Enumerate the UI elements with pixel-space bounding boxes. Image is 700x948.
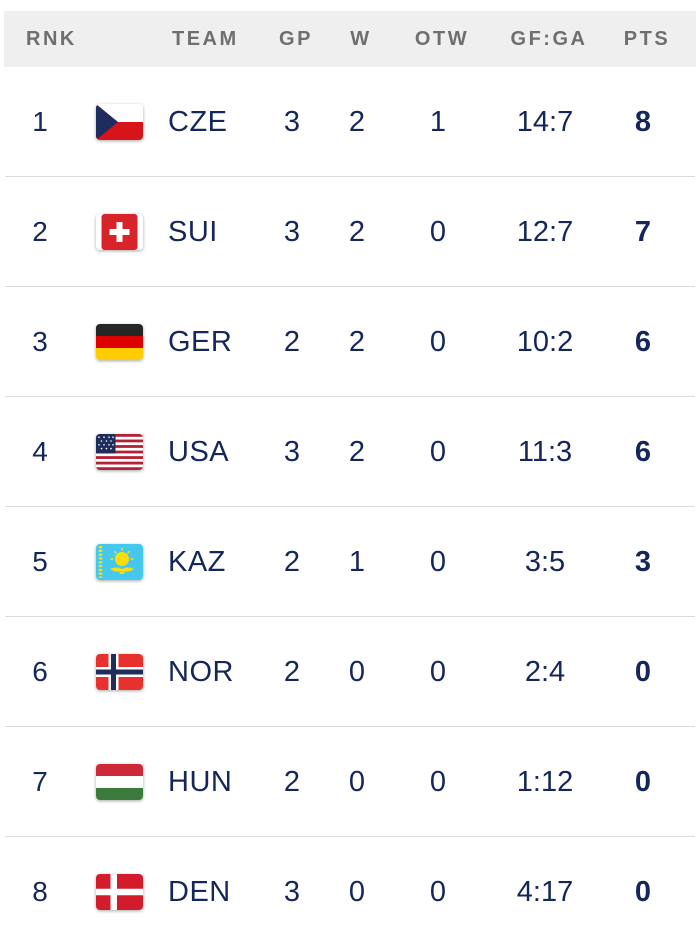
team-code: CZE	[168, 105, 228, 138]
goals-for-against: 14:7	[516, 105, 574, 138]
flag-cell	[80, 434, 158, 470]
team-code: NOR	[168, 655, 234, 688]
points: 0	[634, 765, 652, 798]
standings-header-row: RNK TEAM GP W OTW GF:GA PTS	[4, 11, 696, 67]
goals-for-against: 11:3	[517, 435, 573, 468]
table-row[interactable]: 3 GER 2 2 0 10:2 6	[0, 287, 700, 397]
rank-value: 2	[32, 216, 48, 247]
rank-value: 7	[32, 766, 48, 797]
flag-kaz-icon	[95, 544, 143, 580]
flag-nor-icon	[95, 654, 143, 690]
games-played: 2	[283, 545, 301, 578]
table-row[interactable]: 7 HUN 2 0 0 1:12 0	[0, 727, 700, 837]
points: 6	[634, 325, 652, 358]
table-row[interactable]: 8 DEN 3 0 0 4:17 0	[0, 837, 700, 947]
team-code: KAZ	[168, 545, 226, 578]
games-played: 3	[283, 215, 301, 248]
flag-cze-icon	[95, 104, 143, 140]
points: 0	[634, 875, 652, 908]
flag-cell	[80, 874, 158, 910]
rank-value: 4	[32, 436, 48, 467]
table-row[interactable]: 6 NOR 2 0 0 2:4 0	[0, 617, 700, 727]
games-played: 2	[283, 765, 301, 798]
rank-value: 3	[32, 326, 48, 357]
wins: 2	[348, 325, 366, 358]
games-played: 3	[283, 105, 301, 138]
goals-for-against: 1:12	[516, 765, 574, 798]
column-header-gfga: GF:GA	[510, 27, 588, 50]
wins: 1	[348, 545, 366, 578]
flag-cell	[80, 214, 158, 250]
games-played: 2	[283, 325, 301, 358]
games-played: 3	[283, 875, 301, 908]
flag-hun-icon	[95, 764, 143, 800]
wins: 2	[348, 215, 366, 248]
flag-cell	[80, 104, 158, 140]
overtime-wins: 0	[429, 765, 447, 798]
games-played: 3	[283, 435, 301, 468]
points: 0	[634, 655, 652, 688]
overtime-wins: 0	[429, 325, 447, 358]
points: 3	[634, 545, 652, 578]
team-code: HUN	[168, 765, 233, 798]
goals-for-against: 2:4	[524, 655, 566, 688]
wins: 2	[348, 435, 366, 468]
team-code: DEN	[168, 875, 231, 908]
table-row[interactable]: 5 KAZ 2 1 0 3:5 3	[0, 507, 700, 617]
column-header-team: TEAM	[172, 27, 239, 50]
games-played: 2	[283, 655, 301, 688]
flag-cell	[80, 544, 158, 580]
overtime-wins: 0	[429, 215, 447, 248]
column-header-pts: PTS	[623, 27, 671, 50]
table-row[interactable]: 2 SUI 3 2 0 12:7 7	[0, 177, 700, 287]
flag-usa-icon	[95, 434, 143, 470]
table-row[interactable]: 4 USA 3 2 0 11:3 6	[0, 397, 700, 507]
goals-for-against: 3:5	[524, 545, 566, 578]
team-code: USA	[168, 435, 230, 468]
flag-cell	[80, 324, 158, 360]
overtime-wins: 1	[429, 105, 447, 138]
wins: 0	[348, 875, 366, 908]
points: 7	[634, 215, 652, 248]
wins: 0	[348, 765, 366, 798]
column-header-w: W	[350, 27, 372, 50]
overtime-wins: 0	[429, 655, 447, 688]
goals-for-against: 12:7	[516, 215, 574, 248]
goals-for-against: 10:2	[516, 325, 574, 358]
standings-rows: 1 CZE 3 2 1 14:7 8 2 SUI 3 2 0 12:7 7 3	[0, 67, 700, 947]
team-code: GER	[168, 325, 233, 358]
column-header-otw: OTW	[414, 27, 470, 50]
team-code: SUI	[168, 215, 218, 248]
rank-value: 5	[32, 546, 48, 577]
wins: 0	[348, 655, 366, 688]
goals-for-against: 4:17	[516, 875, 574, 908]
overtime-wins: 0	[429, 875, 447, 908]
flag-ger-icon	[95, 324, 143, 360]
rank-value: 8	[32, 876, 48, 907]
flag-cell	[80, 654, 158, 690]
wins: 2	[348, 105, 366, 138]
column-header-rank: RNK	[26, 27, 77, 50]
overtime-wins: 0	[429, 545, 447, 578]
rank-value: 6	[32, 656, 48, 687]
flag-sui-icon	[95, 214, 143, 250]
rank-value: 1	[32, 106, 48, 137]
table-row[interactable]: 1 CZE 3 2 1 14:7 8	[0, 67, 700, 177]
column-header-gp: GP	[279, 27, 313, 50]
flag-den-icon	[95, 874, 143, 910]
overtime-wins: 0	[429, 435, 447, 468]
points: 6	[634, 435, 652, 468]
points: 8	[634, 105, 652, 138]
flag-cell	[80, 764, 158, 800]
standings-table: RNK TEAM GP W OTW GF:GA PTS 1 CZE 3 2 1 …	[0, 11, 700, 947]
